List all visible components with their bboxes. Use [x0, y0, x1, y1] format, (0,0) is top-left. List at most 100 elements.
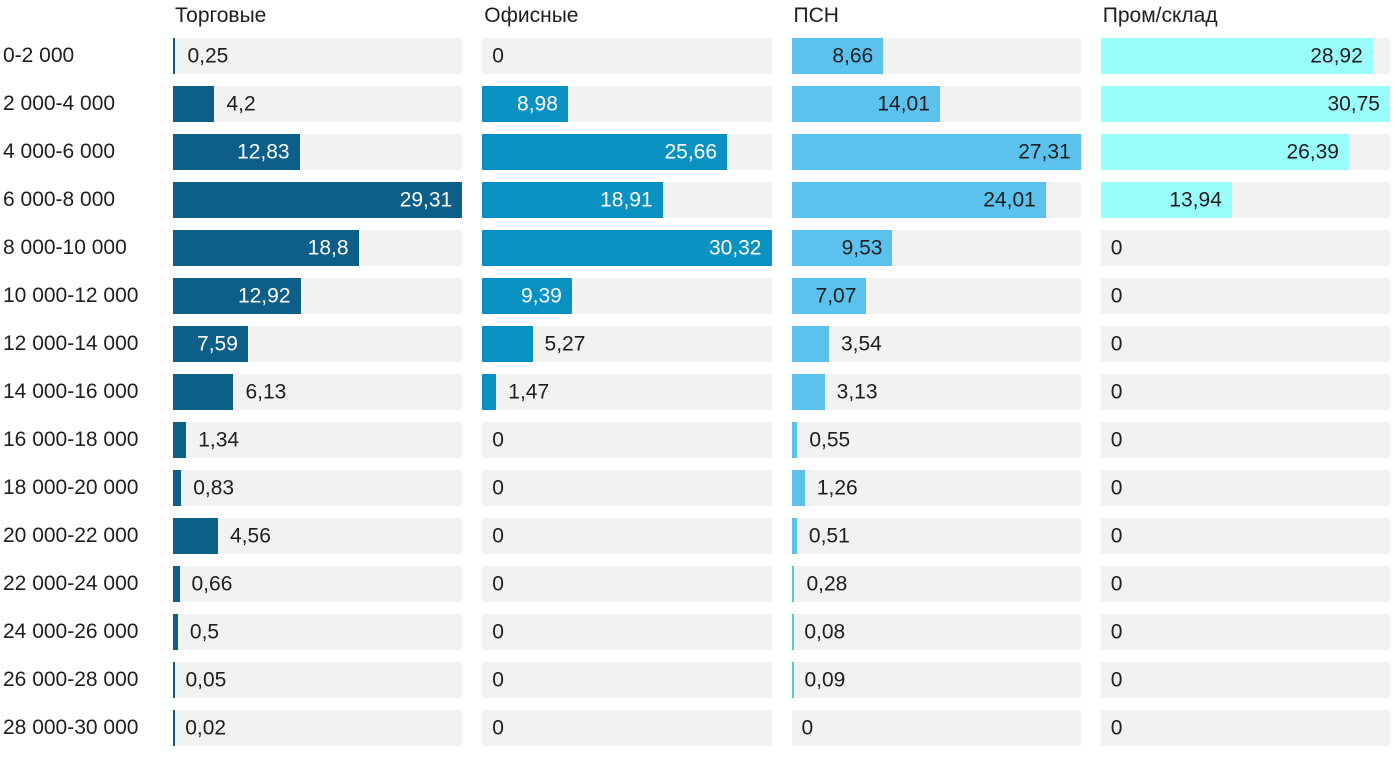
bar-psn — [791, 422, 798, 458]
value-label: 28,92 — [1310, 44, 1363, 68]
row-label: 26 000-28 000 — [3, 668, 139, 691]
bar-track-prom-sklad: 0 — [1100, 614, 1390, 650]
chart-row: 28 000-30 000 0,02 0 0 0 — [0, 710, 1400, 746]
row-label: 10 000-12 000 — [3, 284, 139, 307]
row-label: 24 000-26 000 — [3, 620, 139, 643]
value-label: 0 — [492, 524, 504, 548]
bar-track-torgovye: 0,5 — [173, 614, 463, 650]
bar-torgovye — [173, 566, 180, 602]
value-label: 1,26 — [816, 476, 858, 500]
chart-row: 10 000-12 000 12,92 9,39 7,07 0 — [0, 278, 1400, 314]
chart-row: 20 000-22 000 4,56 0 0,51 0 — [0, 518, 1400, 554]
value-label: 0 — [1110, 236, 1123, 260]
value-label: 0,83 — [193, 476, 235, 500]
bar-psn — [791, 182, 1046, 218]
value-label: 0 — [492, 476, 504, 500]
value-label: 0 — [492, 668, 504, 692]
bar-ofisnye — [482, 134, 728, 170]
bar-track-prom-sklad: 0 — [1100, 326, 1390, 362]
value-label: 6,13 — [245, 380, 287, 404]
bar-prom-sklad — [1100, 38, 1373, 74]
bar-track-prom-sklad: 0 — [1100, 566, 1390, 602]
value-label: 0 — [1110, 668, 1123, 692]
bar-torgovye — [173, 518, 218, 554]
value-label: 0 — [1110, 476, 1123, 500]
value-label: 0,25 — [187, 44, 229, 68]
row-label: 2 000-4 000 — [3, 92, 116, 115]
value-label: 14,01 — [877, 92, 930, 116]
bar-psn — [791, 230, 893, 266]
value-label: 0 — [1110, 716, 1123, 740]
bar-track-torgovye: 12,92 — [173, 278, 463, 314]
bar-ofisnye — [482, 182, 663, 218]
bar-track-ofisnye: 25,66 — [482, 134, 772, 170]
row-label: 20 000-22 000 — [3, 524, 139, 547]
column-header-torgovye: Торговые — [175, 4, 267, 27]
bar-track-prom-sklad: 26,39 — [1100, 134, 1390, 170]
bar-ofisnye — [482, 86, 568, 122]
bar-track-psn: 0,51 — [791, 518, 1081, 554]
bar-track-ofisnye: 0 — [482, 710, 772, 746]
bar-psn — [791, 614, 794, 650]
value-label: 27,31 — [1018, 140, 1071, 164]
bar-track-torgovye: 0,02 — [173, 710, 463, 746]
chart-row: 2 000-4 000 4,2 8,98 14,01 30,75 — [0, 86, 1400, 122]
value-label: 0 — [492, 620, 504, 644]
bar-torgovye — [173, 326, 248, 362]
value-label: 5,27 — [544, 332, 586, 356]
chart-row: 18 000-20 000 0,83 0 1,26 0 — [0, 470, 1400, 506]
bar-track-torgovye: 29,31 — [173, 182, 463, 218]
chart-row: 16 000-18 000 1,34 0 0,55 0 — [0, 422, 1400, 458]
bar-track-ofisnye: 18,91 — [482, 182, 772, 218]
bar-track-psn: 0,28 — [791, 566, 1081, 602]
value-label: 30,32 — [708, 236, 762, 260]
bar-track-torgovye: 0,83 — [173, 470, 463, 506]
bar-track-psn: 3,54 — [791, 326, 1081, 362]
bar-track-ofisnye: 0 — [482, 662, 772, 698]
bar-psn — [791, 134, 1081, 170]
bar-track-ofisnye: 30,32 — [482, 230, 772, 266]
bar-torgovye — [173, 710, 175, 746]
value-label: 30,75 — [1327, 92, 1380, 116]
bar-track-prom-sklad: 0 — [1100, 230, 1390, 266]
bar-psn — [791, 86, 940, 122]
value-label: 0,51 — [808, 524, 850, 548]
column-headers: Торговые Офисные ПСН Пром/склад — [0, 0, 1400, 38]
bar-track-prom-sklad: 0 — [1100, 518, 1390, 554]
value-label: 0 — [492, 44, 504, 68]
value-label: 0 — [1110, 428, 1123, 452]
bar-track-torgovye: 6,13 — [173, 374, 463, 410]
row-label: 22 000-24 000 — [3, 572, 139, 595]
value-label: 26,39 — [1286, 140, 1339, 164]
value-label: 9,39 — [520, 284, 562, 308]
bar-track-prom-sklad: 0 — [1100, 278, 1390, 314]
bar-track-prom-sklad: 0 — [1100, 374, 1390, 410]
chart-row: 22 000-24 000 0,66 0 0,28 0 — [0, 566, 1400, 602]
row-label: 8 000-10 000 — [3, 236, 127, 259]
bar-track-psn: 1,26 — [791, 470, 1081, 506]
bar-psn — [791, 518, 797, 554]
value-label: 7,59 — [197, 332, 238, 356]
bar-torgovye — [173, 662, 175, 698]
value-label: 12,83 — [237, 140, 290, 164]
chart-row: 24 000-26 000 0,5 0 0,08 0 — [0, 614, 1400, 650]
value-label: 0,28 — [806, 572, 848, 596]
bar-track-torgovye: 12,83 — [173, 134, 463, 170]
bar-track-ofisnye: 8,98 — [482, 86, 772, 122]
bar-track-ofisnye: 0 — [482, 518, 772, 554]
value-label: 13,94 — [1169, 188, 1222, 212]
bar-ofisnye — [482, 230, 772, 266]
row-label: 12 000-14 000 — [3, 332, 139, 355]
value-label: 0,02 — [185, 716, 227, 740]
value-label: 18,8 — [307, 236, 349, 260]
value-label: 12,92 — [237, 284, 291, 308]
bar-torgovye — [173, 134, 300, 170]
bar-psn — [791, 566, 795, 602]
bar-prom-sklad — [1100, 134, 1349, 170]
value-label: 0 — [492, 716, 504, 740]
bar-ofisnye — [482, 278, 572, 314]
value-label: 0 — [1110, 380, 1123, 404]
value-label: 0 — [1110, 572, 1123, 596]
value-label: 3,54 — [840, 332, 882, 356]
